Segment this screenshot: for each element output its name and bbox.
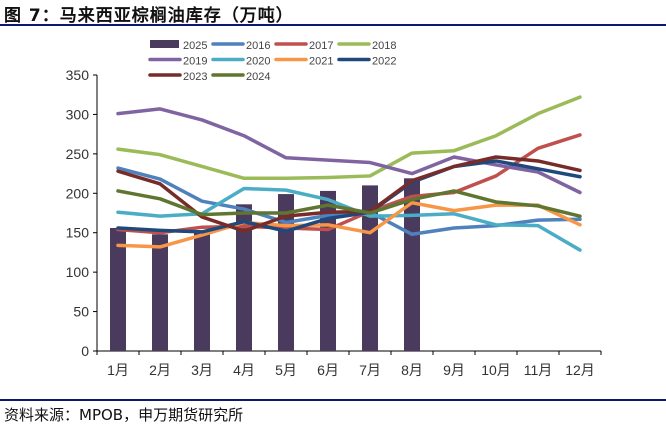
bar-2025-4月 [236, 204, 252, 351]
x-tick-label: 10月 [481, 362, 511, 378]
line-2021 [116, 200, 582, 249]
legend-swatch-2025 [150, 40, 179, 48]
figure-title: 图 7：马来西亚棕榈油库存（万吨） [4, 6, 294, 26]
y-tick-label: 250 [66, 146, 90, 162]
bar-2025-8月 [404, 178, 420, 351]
y-tick-label: 200 [66, 185, 90, 201]
x-tick-label: 7月 [359, 362, 381, 378]
x-tick-label: 9月 [443, 362, 465, 378]
title-divider [0, 24, 666, 26]
x-tick-label: 4月 [233, 362, 255, 378]
y-tick-label: 100 [66, 264, 90, 280]
bar-2025-7月 [362, 185, 378, 351]
y-tick-label: 300 [66, 106, 90, 122]
x-tick-label: 8月 [401, 362, 423, 378]
x-tick-label: 5月 [275, 362, 297, 378]
y-tick-label: 50 [73, 304, 89, 320]
y-tick-label: 150 [66, 225, 90, 241]
legend-label-2018: 2018 [372, 40, 396, 52]
y-tick-label: 0 [81, 343, 89, 359]
x-tick-label: 2月 [149, 362, 171, 378]
line-2017 [116, 133, 582, 235]
legend-label-2024: 2024 [246, 71, 270, 83]
x-tick-label: 6月 [317, 362, 339, 378]
line-2019 [116, 107, 582, 195]
bar-2025-3月 [194, 231, 210, 351]
legend-label-2023: 2023 [183, 71, 207, 83]
y-tick-label: 350 [66, 67, 90, 83]
x-tick-label: 3月 [191, 362, 213, 378]
bar-2025-2月 [152, 234, 168, 351]
legend-label-2019: 2019 [183, 56, 207, 68]
legend-label-2017: 2017 [309, 40, 333, 52]
x-tick-label: 11月 [524, 362, 553, 378]
line-2022 [116, 159, 582, 234]
legend-label-2022: 2022 [372, 56, 396, 68]
legend-label-2025: 2025 [183, 40, 207, 52]
line-2018 [116, 95, 582, 181]
legend-label-2016: 2016 [246, 40, 270, 52]
x-tick-label: 12月 [565, 362, 595, 378]
line-2024 [116, 189, 582, 218]
footer-divider [0, 399, 666, 401]
bar-2025-1月 [110, 227, 126, 351]
bar-2025-5月 [278, 194, 294, 351]
legend-label-2021: 2021 [309, 56, 333, 68]
x-tick-label: 1月 [107, 362, 129, 378]
source-note: 资料来源：MPOB，申万期货研究所 [4, 406, 244, 424]
legend-label-2020: 2020 [246, 56, 270, 68]
